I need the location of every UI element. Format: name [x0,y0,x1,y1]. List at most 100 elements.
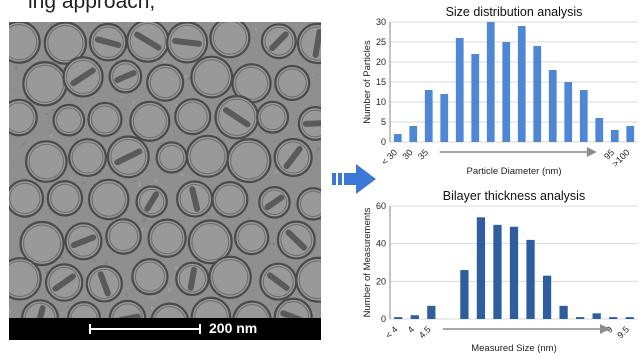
vesicle [9,257,42,301]
bar [533,46,542,142]
bar [610,130,619,142]
bar [579,90,588,142]
x-tick-label: 9 [604,324,615,335]
vesicle [256,100,290,134]
y-axis-label: Number of Particles [362,40,373,124]
vesicle [208,255,252,300]
bar [455,38,464,142]
vesicle [22,61,68,107]
vesicle [211,181,249,219]
bar [394,317,403,319]
bar [427,305,436,319]
bar [626,126,635,142]
x-tick-label: < 30 [380,147,400,167]
cryo-em-micrograph: 200 nm [9,22,321,340]
bar [393,134,402,142]
vesicle [24,140,68,183]
size-distribution-plot: Size distribution analysis 0 5 10 15 20 25 30 Nu… [362,5,638,177]
x-tick-label: 30 [401,147,415,161]
y-tick-label: 60 [376,201,386,211]
vesicle [190,55,234,99]
chart-title: Size distribution analysis [446,5,583,19]
size-distribution-chart: Size distribution analysis 0 5 10 15 20 25 30 Nu… [360,5,643,177]
scale-bar-strip: 200 nm [9,318,321,340]
bar [559,305,568,319]
vesicle [131,258,169,296]
vesicle [9,98,38,137]
bar [576,317,585,319]
vesicle [296,187,321,221]
scale-bar [89,324,201,334]
bar [460,270,469,319]
bar [509,226,519,319]
y-axis-label: Number of Measurements [362,207,373,317]
x-tick-label: < 4 [384,324,400,340]
vesicle [87,178,130,221]
y-tick-label: 20 [376,276,386,286]
vesicle [155,141,188,174]
vesicle [185,134,230,178]
x-tick-label: >100 [610,147,631,168]
y-tick-label: 30 [376,17,386,27]
bar [609,317,618,319]
vesicle [43,22,88,65]
bar [592,313,601,319]
bar [526,239,535,319]
vesicle [146,63,185,102]
bar [542,275,552,319]
vesicle [233,219,270,256]
micrograph-image [9,22,321,340]
vesicle [209,22,251,59]
bilayer-thickness-plot: Bilayer thickness analysis 0 20 40 60Number … [362,189,638,354]
bar [486,22,495,142]
bar [424,90,433,142]
bar [409,126,418,142]
bar [440,94,449,142]
vesicle [226,138,272,184]
y-tick-label: 15 [376,77,386,87]
bar [595,118,604,142]
x-tick-label: 4.5 [417,324,433,340]
y-tick-label: 0 [381,314,386,324]
vesicle [9,22,41,64]
bar [471,54,480,142]
bilayer-thickness-chart: Bilayer thickness analysis 0 20 40 60 Number … [360,180,643,354]
bar [476,217,486,319]
vesicle [52,103,86,137]
y-tick-label: 25 [376,37,386,47]
vesicle [174,98,212,136]
y-tick-label: 20 [376,57,386,67]
chart-title: Bilayer thickness analysis [443,189,585,203]
arrowhead-icon [599,324,610,334]
y-tick-label: 5 [381,117,386,127]
x-tick-label: 4 [406,324,417,335]
vesicle [274,64,311,101]
bar [564,82,573,142]
bar [517,26,526,142]
vesicle [46,180,84,217]
vesicle [19,220,65,267]
x-axis-label: Particle Diameter (nm) [466,166,561,177]
bar [410,315,419,319]
vesicle [105,218,142,255]
x-axis-label: Measured Size (nm) [471,343,557,354]
vesicle [68,138,108,178]
bar [502,42,511,142]
right-arrow-icon [332,160,382,198]
x-tick-label: 9.5 [615,324,631,340]
bar [493,224,502,319]
y-tick-label: 40 [376,239,386,249]
top-caption-fragment: ing approach, [28,0,156,13]
y-tick-label: 10 [376,97,386,107]
arrowhead-icon [586,147,597,157]
x-tick-label: 35 [416,147,430,161]
scale-bar-label: 200 nm [209,320,258,336]
vesicle [129,100,171,142]
bar [625,317,634,319]
vesicle [87,101,123,137]
vesicle [147,218,187,258]
vesicle [9,179,45,218]
bar [548,70,557,142]
y-tick-label: 0 [381,137,386,147]
vesicle [187,219,233,265]
